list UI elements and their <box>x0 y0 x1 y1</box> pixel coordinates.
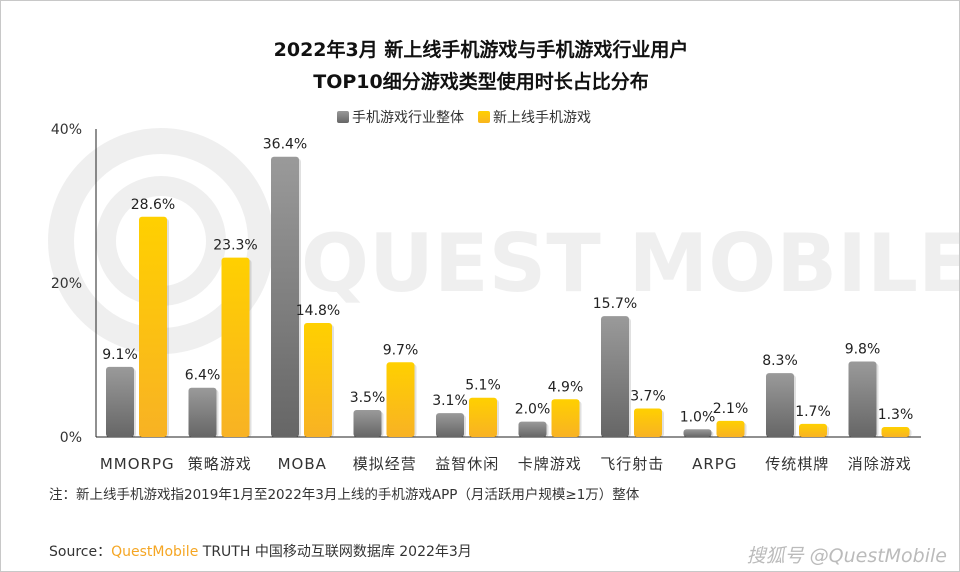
y-tick-label: 0% <box>60 430 82 446</box>
data-label: 3.5% <box>350 390 386 406</box>
data-label: 8.3% <box>762 353 798 369</box>
x-tick-label: 模拟经营 <box>353 455 417 473</box>
legend-item-industry: 手机游戏行业整体 <box>337 107 464 127</box>
plot-area: QUEST MOBILE 0% 20% 40% MMORPG 9.1% 28.6% 策略游戏… <box>48 122 960 473</box>
bar <box>188 387 217 437</box>
bar <box>386 362 415 437</box>
data-label: 3.1% <box>432 393 468 409</box>
x-tick-label: 卡牌游戏 <box>518 455 582 473</box>
data-label: 4.9% <box>548 379 584 395</box>
bar <box>716 420 745 437</box>
bar <box>683 429 712 437</box>
x-tick-label: 消除游戏 <box>848 455 912 473</box>
footnote: 注：新上线手机游戏指2019年1月至2022年3月上线的手机游戏APP（月活跃用… <box>49 487 640 503</box>
data-label: 2.1% <box>713 401 749 417</box>
bar <box>634 408 662 437</box>
legend-swatch <box>478 111 490 123</box>
data-label: 23.3% <box>213 238 257 254</box>
bar <box>799 423 827 437</box>
bar <box>436 413 464 437</box>
chart-title-line-1: 2022年3月 新上线手机游戏与手机游戏行业用户 <box>273 39 689 61</box>
x-tick-label: 传统棋牌 <box>765 455 829 473</box>
bar <box>271 156 299 437</box>
y-tick-label: 20% <box>51 276 82 292</box>
data-label: 36.4% <box>263 137 307 153</box>
data-label: 1.0% <box>680 409 716 425</box>
legend: 手机游戏行业整体 新上线手机游戏 <box>337 107 591 127</box>
data-label: 15.7% <box>593 296 637 312</box>
data-label: 1.3% <box>878 407 914 423</box>
data-label: 14.8% <box>296 303 340 319</box>
watermark: 搜狐号 @QuestMobile <box>746 545 947 567</box>
legend-label: 新上线手机游戏 <box>493 110 591 126</box>
bar <box>353 410 382 437</box>
bar <box>601 316 629 437</box>
x-tick-label: ARPG <box>692 455 737 473</box>
x-tick-label: 策略游戏 <box>188 455 252 473</box>
legend-item-new: 新上线手机游戏 <box>478 107 591 127</box>
data-label: 3.7% <box>630 389 666 405</box>
bar <box>766 373 794 437</box>
legend-label: 手机游戏行业整体 <box>352 110 464 126</box>
source-brand: QuestMobile <box>111 544 199 560</box>
bar <box>551 399 580 437</box>
data-label: 9.7% <box>383 342 419 358</box>
bar <box>469 397 497 437</box>
bar <box>106 366 134 437</box>
bar <box>881 426 910 437</box>
chart-title-line-2: TOP10细分游戏类型使用时长占比分布 <box>313 71 649 93</box>
data-label: 9.8% <box>845 342 881 358</box>
x-tick-label: 益智休闲 <box>435 455 499 473</box>
data-label: 5.1% <box>465 378 501 394</box>
data-label: 6.4% <box>185 368 221 384</box>
bar <box>848 361 877 437</box>
background-logo: QUEST MOBILE <box>48 128 960 354</box>
data-label: 1.7% <box>795 404 831 420</box>
svg-text:QUEST MOBILE: QUEST MOBILE <box>301 217 960 310</box>
source: Source：QuestMobile TRUTH 中国移动互联网数据库 2022… <box>49 541 472 561</box>
legend-swatch <box>337 111 349 123</box>
y-tick-label: 40% <box>51 122 82 138</box>
source-prefix: Source： <box>49 544 112 560</box>
x-tick-label: MMORPG <box>100 455 175 473</box>
data-label: 28.6% <box>131 197 175 213</box>
data-label: 9.1% <box>102 347 138 363</box>
bar <box>518 421 547 437</box>
bar <box>139 216 167 437</box>
source-text: TRUTH 中国移动互联网数据库 2022年3月 <box>198 544 472 560</box>
data-label: 2.0% <box>515 402 551 418</box>
x-tick-label: 飞行射击 <box>600 455 664 473</box>
bar <box>221 257 250 437</box>
x-tick-label: MOBA <box>278 455 327 473</box>
bar <box>304 323 332 437</box>
